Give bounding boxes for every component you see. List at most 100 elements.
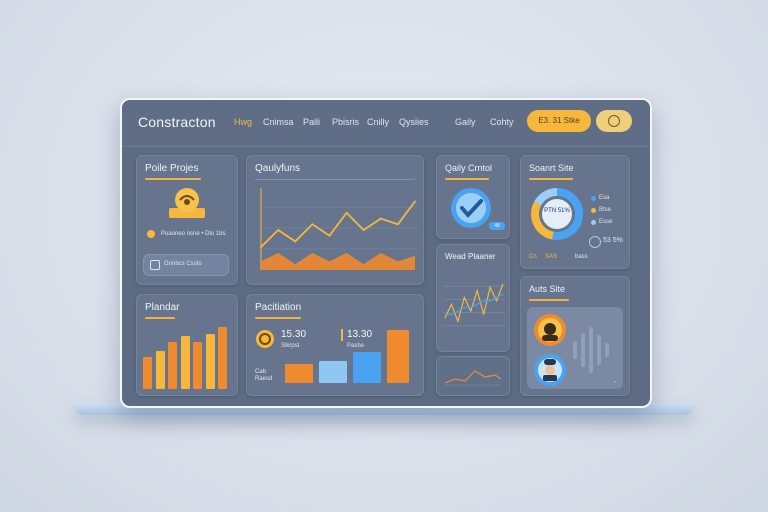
line-point <box>414 200 416 203</box>
coin-icon <box>256 330 274 348</box>
card-title: Plandar <box>145 302 180 313</box>
title-underline <box>445 178 489 180</box>
card-title: Qaily Crntol <box>445 163 493 173</box>
user-icon <box>608 115 620 127</box>
donut-center-label: PTN 51% <box>544 208 570 214</box>
line-series <box>260 200 416 248</box>
plandar-bar <box>193 341 202 389</box>
legend-label: Btse <box>599 207 612 213</box>
pacitation-legend: Cab Raesd <box>255 369 273 382</box>
line-point <box>311 223 314 226</box>
quality-chart-card: Qaulyfuns <box>246 155 424 285</box>
quality-line-chart <box>260 188 417 270</box>
plandar-bar <box>180 336 190 389</box>
title-divider <box>255 179 415 180</box>
cta-button[interactable]: E3. 31 Stke <box>527 110 591 132</box>
donut-slice <box>531 201 554 240</box>
plandar-bar <box>218 326 227 389</box>
line-point <box>260 246 262 249</box>
row-value: bass <box>575 254 588 260</box>
area-series <box>261 252 415 270</box>
stat-marker <box>341 329 343 341</box>
brand-title: Constracton <box>138 114 216 130</box>
donut-slice <box>552 188 583 240</box>
legend-swatch <box>591 220 596 225</box>
smart-site-donut-chart <box>531 188 583 240</box>
engineer-avatar-icon[interactable] <box>533 353 567 387</box>
top-nav-bar: Constracton Hwg Cnimsa Paili Pbisris Cni… <box>122 100 650 147</box>
grid-icon <box>150 260 160 270</box>
title-underline <box>255 317 301 319</box>
donut-slice <box>534 188 558 206</box>
plandar-bar <box>155 351 165 389</box>
title-underline <box>529 299 569 301</box>
nav-item-4[interactable]: Pbisris <box>332 117 360 127</box>
refresh-icon[interactable] <box>589 236 601 248</box>
title-underline <box>145 317 175 319</box>
mini-trend-card <box>436 356 510 396</box>
smart-site-card: Soanrt Site PTN 51% Esa Btse Esse 53 5% … <box>520 155 630 269</box>
activity-bars <box>573 327 609 373</box>
line-point <box>294 240 297 243</box>
planner-series-line <box>444 283 504 324</box>
project-row[interactable]: Gnnbcs Cssto <box>143 254 229 276</box>
planner-line-chart <box>443 283 505 327</box>
dashboard-screen: Constracton Hwg Cnimsa Paili Pbisris Cni… <box>120 98 652 408</box>
card-title: Wead Plaaner <box>445 252 496 261</box>
control-badge: 48 <box>489 222 505 230</box>
pacitation-card: Pacitiation 15.30 Slkrpst 13.30 Pashe Ca… <box>246 294 424 396</box>
nav-item-2[interactable]: Cnimsa <box>263 117 294 127</box>
planner-series-line <box>445 293 504 316</box>
legend-label: Esse <box>599 219 613 225</box>
plandar-card: Plandar <box>136 294 238 396</box>
row-value: Cn <box>529 254 537 260</box>
nav-item-3[interactable]: Paili <box>303 117 321 127</box>
project-caption: Puaoneo nsne • Dlo 1bs <box>161 231 226 237</box>
pacitation-bar <box>319 360 347 383</box>
legend-swatch <box>591 196 596 201</box>
smart-site-row: Cn SAS bass <box>529 254 623 262</box>
quality-control-card: Qaily Crntol 48 <box>436 155 510 239</box>
plandar-bar <box>143 356 152 389</box>
stat-sub-1: Slkrpst <box>281 343 300 349</box>
stat-sub-2: Pashe <box>347 343 365 349</box>
card-title: Auts Site <box>529 284 566 294</box>
pacitation-bar <box>285 364 313 383</box>
worker-avatar-icon[interactable] <box>533 313 567 347</box>
stat-value-2: 13.30 <box>347 329 373 340</box>
plandar-bar <box>168 341 177 389</box>
plandar-bar-chart <box>143 323 231 389</box>
pacitation-bar <box>353 352 381 383</box>
user-menu-button[interactable] <box>596 110 632 132</box>
smart-site-percent: 53 5% <box>603 237 623 244</box>
panel-corner-mark: ⌃ <box>613 381 618 387</box>
legend-swatch <box>591 208 596 213</box>
title-underline <box>529 178 573 180</box>
card-title: Qaulyfuns <box>255 163 301 174</box>
nav-item-5[interactable]: Cnilly <box>367 117 390 127</box>
pacitation-bar <box>387 329 409 383</box>
nav-item-7[interactable]: Gaily <box>455 117 476 127</box>
projects-card: Poile Projes Puaoneo nsne • Dlo 1bs Gnnb… <box>136 155 238 285</box>
card-title: Soanrt Site <box>529 163 574 173</box>
nav-item-8[interactable]: Cohty <box>490 117 514 127</box>
check-circle-icon <box>451 188 491 228</box>
donut-hole <box>542 199 572 229</box>
worker-panel: ⌃ <box>527 307 623 389</box>
row-value: SAS <box>545 254 558 260</box>
stat-value-1: 15.30 <box>281 329 307 340</box>
project-row-label: Gnnbcs Cssto <box>164 261 202 267</box>
line-point <box>345 211 348 214</box>
nav-item-home[interactable]: Hwg <box>234 117 253 127</box>
status-dot <box>147 230 155 238</box>
line-point <box>396 223 399 226</box>
project-helmet-icon <box>169 188 205 218</box>
line-point <box>277 229 280 231</box>
line-point <box>362 229 365 231</box>
word-planner-card: Wead Plaaner <box>436 244 510 352</box>
line-point <box>328 234 331 237</box>
nav-item-6[interactable]: Qysiies <box>399 117 429 127</box>
card-title: Pacitiation <box>255 302 302 313</box>
auto-site-card: Auts Site ⌃ <box>520 276 630 396</box>
plandar-bar <box>205 334 215 389</box>
